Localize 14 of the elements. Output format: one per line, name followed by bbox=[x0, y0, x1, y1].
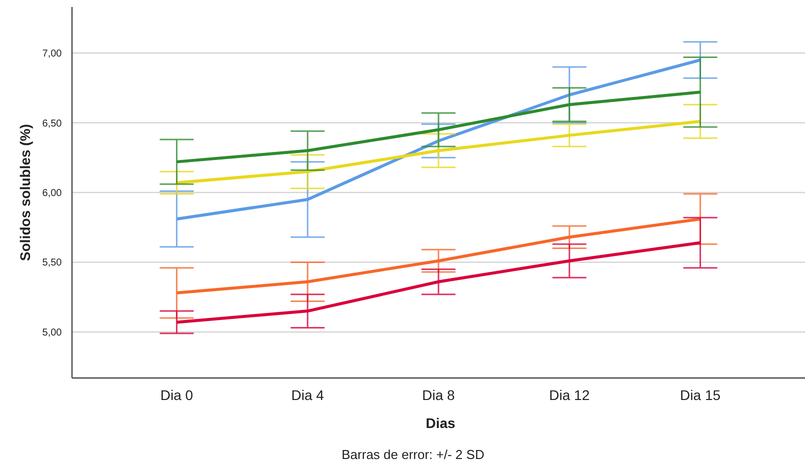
x-tick-label: Dia 12 bbox=[549, 387, 590, 403]
y-tick-label: 5,00 bbox=[42, 327, 62, 338]
y-tick-label: 6,00 bbox=[42, 188, 62, 199]
x-tick-label: Dia 15 bbox=[680, 387, 721, 403]
y-axis-title: Solidos solubles (%) bbox=[17, 124, 33, 261]
y-tick-label: 7,00 bbox=[42, 48, 62, 60]
x-tick-label: Dia 8 bbox=[422, 387, 456, 403]
x-axis-title: Dias bbox=[426, 415, 456, 431]
text: Barras de error: +/- 2 SD bbox=[342, 447, 484, 462]
x-tick-label: Dia 4 bbox=[291, 387, 324, 403]
line-series bbox=[175, 120, 702, 184]
x-tick-label: Dia 0 bbox=[160, 387, 194, 403]
y-tick-label: 6,50 bbox=[42, 118, 62, 130]
y-tick-label: 5,50 bbox=[42, 258, 62, 269]
